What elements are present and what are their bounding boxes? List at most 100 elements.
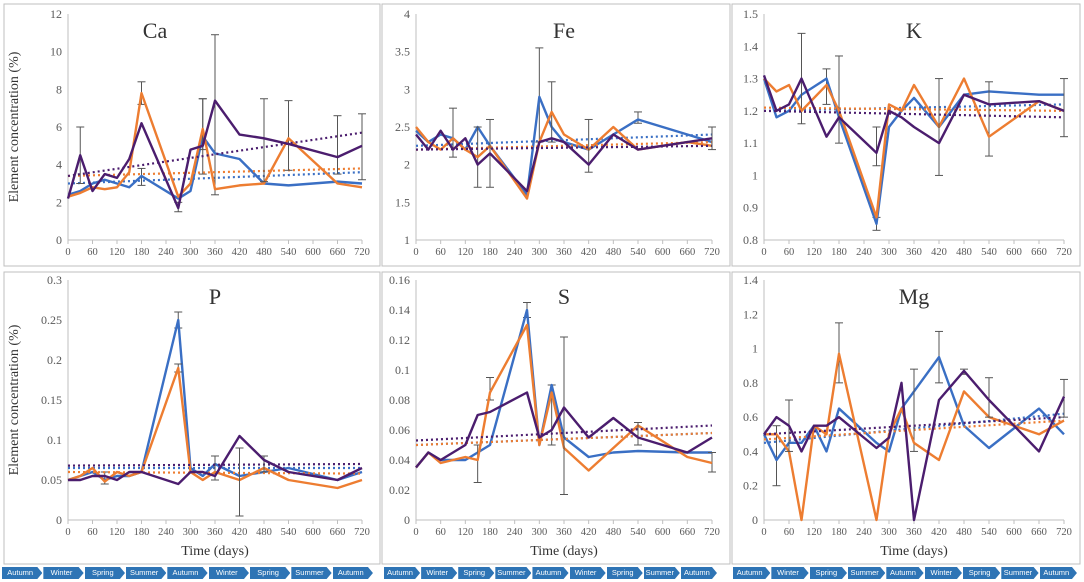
series-line-blue bbox=[762, 77, 1064, 226]
chart-title: Mg bbox=[899, 284, 930, 309]
y-tick-label: 0.04 bbox=[389, 453, 410, 467]
y-tick-label: 12 bbox=[50, 7, 62, 21]
season-chip: Winter bbox=[421, 567, 457, 579]
x-tick-label: 60 bbox=[87, 527, 98, 538]
y-tick-label: 0.3 bbox=[47, 273, 62, 287]
series-line-orange bbox=[415, 323, 713, 472]
series-line-purple bbox=[415, 391, 713, 469]
y-tick-label: 0.8 bbox=[743, 233, 758, 247]
x-tick-label: 0 bbox=[761, 527, 766, 538]
season-chip: Summer bbox=[126, 567, 166, 579]
x-tick-label: 180 bbox=[134, 527, 150, 538]
x-tick-label: 720 bbox=[354, 247, 370, 258]
x-tick-label: 420 bbox=[581, 247, 597, 258]
x-tick-label: 660 bbox=[1031, 247, 1047, 258]
y-tick-label: 0.02 bbox=[389, 483, 410, 497]
x-tick-label: 180 bbox=[482, 527, 498, 538]
panel-frame-0 bbox=[3, 3, 381, 267]
y-tick-label: 0.9 bbox=[743, 201, 758, 215]
y-tick-label: 0.12 bbox=[389, 333, 410, 347]
season-chip: Spring bbox=[607, 567, 643, 579]
y-tick-label: 1.2 bbox=[743, 104, 758, 118]
x-tick-label: 360 bbox=[556, 247, 572, 258]
y-tick-label: 2 bbox=[56, 195, 62, 209]
series-line-orange bbox=[764, 352, 1065, 522]
x-tick-label: 120 bbox=[806, 247, 822, 258]
season-chip: Spring bbox=[85, 567, 125, 579]
season-strip-1: Autumn Winter Spring Summer Autumn Winter Spri… bbox=[384, 567, 718, 579]
x-tick-label: 600 bbox=[305, 247, 321, 258]
x-tick-label: 540 bbox=[630, 247, 646, 258]
season-chip: Autumn bbox=[733, 567, 770, 579]
x-tick-label: 600 bbox=[655, 247, 671, 258]
season-chip: Autumn bbox=[1040, 567, 1077, 579]
season-chip: Autumn bbox=[384, 567, 420, 579]
x-tick-label: 60 bbox=[87, 247, 98, 258]
x-tick-label: 540 bbox=[281, 247, 297, 258]
season-chip: Winter bbox=[771, 567, 808, 579]
chart-title: Fe bbox=[553, 18, 575, 43]
x-axis-label: Time (days) bbox=[880, 544, 948, 559]
y-tick-label: 1.5 bbox=[395, 195, 410, 209]
y-tick-label: 1 bbox=[404, 233, 410, 247]
x-tick-label: 60 bbox=[435, 527, 446, 538]
x-tick-label: 0 bbox=[413, 247, 418, 258]
x-tick-label: 60 bbox=[784, 247, 795, 258]
y-axis-label: Element concentration (%) bbox=[7, 51, 22, 202]
y-tick-label: 1.4 bbox=[743, 273, 758, 287]
y-tick-label: 1.3 bbox=[743, 72, 758, 86]
x-tick-label: 480 bbox=[605, 527, 621, 538]
x-tick-label: 480 bbox=[256, 527, 272, 538]
x-tick-label: 300 bbox=[881, 247, 897, 258]
season-chip: Winter bbox=[925, 567, 962, 579]
y-tick-label: 0.8 bbox=[743, 376, 758, 390]
x-tick-label: 240 bbox=[158, 527, 174, 538]
x-tick-label: 300 bbox=[531, 527, 547, 538]
x-tick-label: 420 bbox=[232, 247, 248, 258]
x-tick-label: 540 bbox=[981, 527, 997, 538]
y-tick-label: 0 bbox=[752, 513, 758, 527]
trendline-orange bbox=[67, 167, 363, 178]
y-tick-label: 1.5 bbox=[743, 7, 758, 21]
x-tick-label: 540 bbox=[981, 247, 997, 258]
x-tick-label: 420 bbox=[931, 247, 947, 258]
x-axis-label: Time (days) bbox=[181, 544, 249, 559]
y-tick-label: 0.15 bbox=[41, 393, 62, 407]
x-tick-label: 300 bbox=[881, 527, 897, 538]
x-tick-label: 240 bbox=[507, 527, 523, 538]
y-tick-label: 0.25 bbox=[41, 313, 62, 327]
panel-frame-5 bbox=[731, 271, 1081, 565]
x-tick-label: 120 bbox=[806, 527, 822, 538]
series-line-blue bbox=[415, 95, 713, 197]
y-tick-label: 4 bbox=[56, 158, 62, 172]
x-tick-label: 180 bbox=[831, 527, 847, 538]
season-chip: Summer bbox=[495, 567, 531, 579]
trendline-orange bbox=[415, 431, 713, 447]
season-chip: Autumn bbox=[681, 567, 717, 579]
y-tick-label: 0.1 bbox=[395, 363, 410, 377]
x-tick-label: 60 bbox=[435, 247, 446, 258]
x-tick-label: 660 bbox=[679, 527, 695, 538]
season-chip: Autumn bbox=[886, 567, 923, 579]
x-tick-label: 360 bbox=[207, 247, 223, 258]
x-tick-label: 720 bbox=[1056, 247, 1072, 258]
x-tick-label: 360 bbox=[556, 527, 572, 538]
y-tick-label: 0.14 bbox=[389, 303, 410, 317]
y-tick-label: 3 bbox=[404, 82, 410, 96]
y-tick-label: 3.5 bbox=[395, 45, 410, 59]
x-tick-label: 720 bbox=[354, 527, 370, 538]
panel-frame-1 bbox=[381, 3, 731, 267]
x-tick-label: 480 bbox=[956, 247, 972, 258]
x-tick-label: 660 bbox=[679, 247, 695, 258]
trendline-blue bbox=[415, 133, 713, 147]
trendline-purple bbox=[67, 462, 363, 467]
y-tick-label: 0 bbox=[56, 233, 62, 247]
series-line-orange bbox=[67, 91, 363, 198]
season-chip: Summer bbox=[848, 567, 885, 579]
x-tick-label: 300 bbox=[531, 247, 547, 258]
x-tick-label: 600 bbox=[1006, 247, 1022, 258]
x-tick-label: 300 bbox=[183, 527, 199, 538]
x-tick-label: 600 bbox=[1006, 527, 1022, 538]
y-tick-label: 1 bbox=[752, 168, 758, 182]
x-tick-label: 660 bbox=[330, 247, 346, 258]
